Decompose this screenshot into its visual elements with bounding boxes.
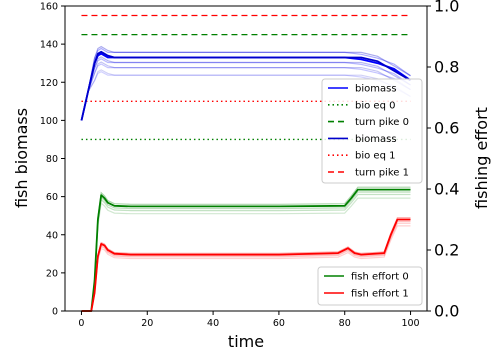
- legend-label: fish effort 0: [351, 272, 409, 283]
- faded-iteration-line: [80, 61, 411, 121]
- faded-iteration-line: [80, 63, 411, 121]
- y-tick-label-left: 60: [46, 192, 58, 203]
- y-tick-label-left: 20: [46, 268, 58, 279]
- faded-iteration-line: [80, 56, 411, 121]
- y-tick-label-left: 40: [46, 230, 58, 241]
- x-tick-label: 100: [401, 318, 419, 329]
- x-tick-label: 60: [273, 318, 285, 329]
- y-tick-label-right: 0.6: [434, 119, 459, 138]
- series-line: [81, 218, 411, 312]
- faded-iteration-line: [80, 45, 411, 121]
- legend-label: turn pike 0: [355, 117, 409, 128]
- axis-ticks: 0 20 40 60 80 100 0 20 40 60 80 100 120 140 160 0.0 0.2 0…: [40, 0, 460, 329]
- y-tick-label-right: 0.2: [434, 241, 459, 260]
- series-line: [80, 50, 411, 121]
- y-tick-label-right: 0.0: [434, 302, 459, 321]
- y-tick-label-right: 1.0: [434, 0, 459, 16]
- x-tick-label: 80: [339, 318, 351, 329]
- legend-label: biomass: [355, 84, 397, 95]
- legend-label: fish effort 1: [351, 289, 409, 300]
- y-tick-label-right: 0.8: [434, 58, 459, 77]
- series-line: [81, 188, 411, 312]
- legend-label: turn pike 1: [355, 168, 409, 179]
- x-tick-label: 40: [207, 318, 219, 329]
- y-tick-label-left: 0: [52, 307, 58, 318]
- x-axis-label: time: [228, 332, 264, 351]
- faded-iteration-line: [80, 58, 411, 121]
- legend-label: bio eq 0: [355, 100, 395, 111]
- y-axis-label-right: fishing effort: [472, 107, 491, 209]
- legend-upper: biomass bio eq 0 turn pike 0 biomass bio eq …: [321, 78, 423, 184]
- x-tick-label: 20: [141, 318, 153, 329]
- legend-label: biomass: [355, 134, 397, 145]
- y-axis-label-left: fish biomass: [12, 108, 31, 208]
- y-tick-label-left: 80: [46, 154, 58, 165]
- legend-label: bio eq 1: [355, 151, 395, 162]
- legend-lower: fish effort 0 fish effort 1: [317, 266, 423, 306]
- x-tick-label: 0: [78, 318, 84, 329]
- y-tick-label-right: 0.4: [434, 180, 459, 199]
- faded-iteration-line: [80, 69, 411, 121]
- series-lines: [80, 14, 412, 312]
- y-tick-label-left: 160: [40, 2, 58, 13]
- faded-iteration-line: [80, 47, 411, 121]
- y-tick-label-left: 100: [40, 116, 58, 127]
- y-tick-label-left: 140: [40, 40, 58, 51]
- y-tick-label-left: 120: [40, 78, 58, 89]
